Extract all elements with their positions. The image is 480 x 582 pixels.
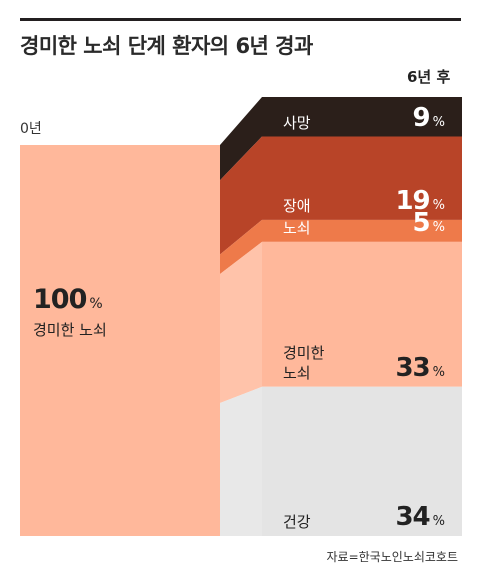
source-bar	[20, 145, 220, 536]
source-note: 자료=한국노인노쇠코호트	[326, 550, 459, 564]
target-bar	[262, 241, 462, 387]
flow-band	[220, 219, 262, 275]
category-label: 노쇠	[283, 218, 311, 237]
target-bar	[262, 97, 462, 137]
source-name: 경미한 노쇠	[33, 321, 107, 339]
value-unit: %	[432, 197, 445, 213]
source-total: 100% 경미한 노쇠	[33, 284, 107, 340]
value-number: 5	[412, 207, 431, 238]
flow-band	[220, 136, 262, 255]
category-label: 건강	[283, 513, 311, 531]
value-unit: %	[432, 364, 445, 380]
label-year-0: 0년	[20, 121, 42, 137]
category-value: 19%	[395, 186, 445, 216]
value-unit: %	[432, 514, 445, 529]
label-after-6-years: 6년 후	[407, 68, 451, 86]
flow-band	[220, 386, 262, 536]
flow-band	[220, 241, 262, 404]
category-value: 33%	[395, 353, 445, 383]
source-unit: %	[89, 296, 103, 312]
value-unit: %	[432, 114, 445, 130]
category-label: 장애	[283, 196, 311, 215]
category-label: 사망	[283, 113, 311, 132]
value-number: 33	[395, 352, 430, 383]
value-unit: %	[432, 219, 445, 235]
top-rule	[20, 18, 461, 21]
flow-band	[220, 97, 262, 181]
target-bar	[262, 219, 462, 242]
target-bar	[262, 386, 462, 536]
category-label: 경미한 노쇠	[283, 343, 325, 382]
value-number: 9	[412, 102, 431, 133]
source-value: 100	[33, 284, 87, 315]
value-number: 34	[395, 502, 430, 532]
category-value: 5%	[413, 208, 445, 238]
category-value: 34%	[395, 502, 445, 532]
chart-title: 경미한 노쇠 단계 환자의 6년 경과	[20, 34, 313, 58]
target-bar	[262, 136, 462, 220]
category-value: 9%	[413, 103, 445, 133]
value-number: 19	[395, 185, 430, 216]
